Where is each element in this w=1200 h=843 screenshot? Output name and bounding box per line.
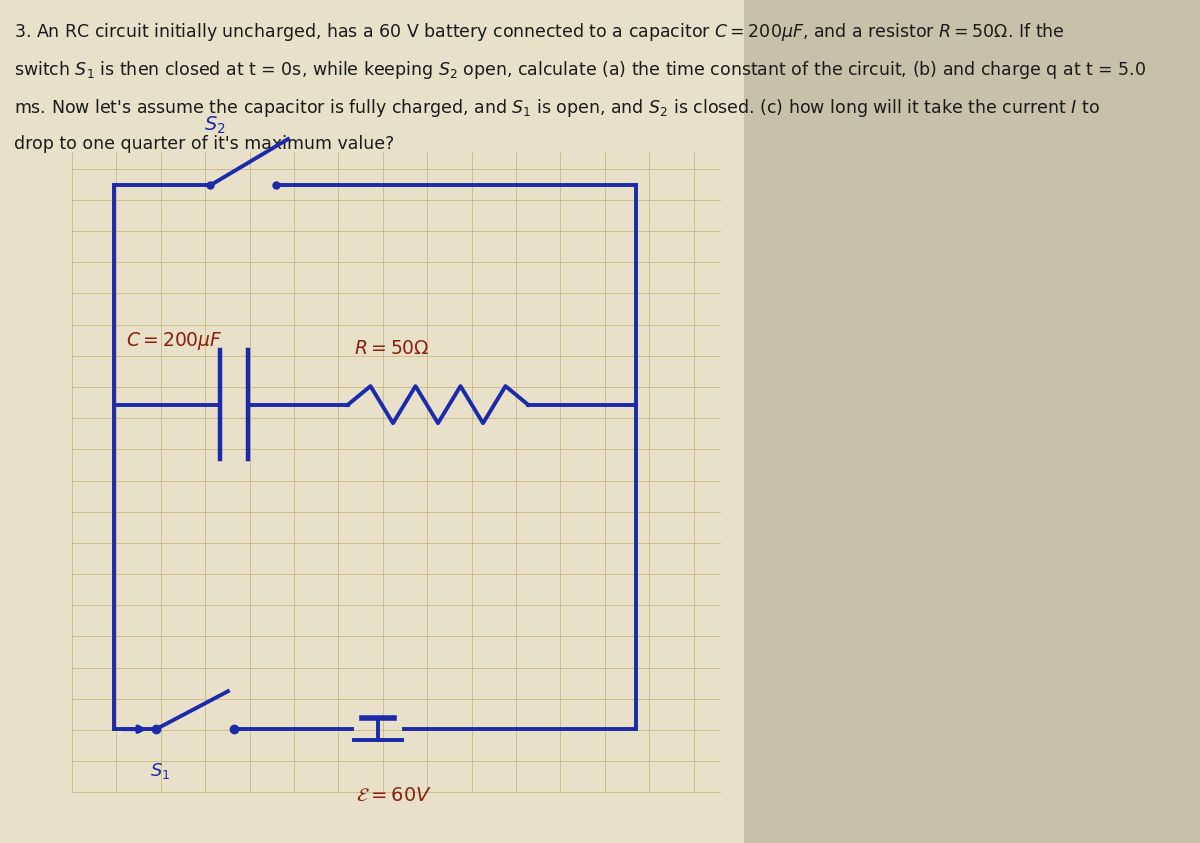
Text: $R=50\Omega$: $R=50\Omega$ xyxy=(354,339,430,358)
Text: ms. Now let's assume the capacitor is fully charged, and $S_1$ is open, and $S_2: ms. Now let's assume the capacitor is fu… xyxy=(14,97,1100,119)
Text: drop to one quarter of it's maximum value?: drop to one quarter of it's maximum valu… xyxy=(14,135,395,153)
Text: switch $S_1$ is then closed at t = 0s, while keeping $S_2$ open, calculate (a) t: switch $S_1$ is then closed at t = 0s, w… xyxy=(14,59,1147,81)
Text: $\mathcal{E}=60V$: $\mathcal{E}=60V$ xyxy=(356,786,432,805)
Text: $C=200\mu F$: $C=200\mu F$ xyxy=(126,330,223,352)
Text: 3. An RC circuit initially uncharged, has a 60 V battery connected to a capacito: 3. An RC circuit initially uncharged, ha… xyxy=(14,21,1066,43)
Text: $S_1$: $S_1$ xyxy=(150,760,170,781)
Bar xyxy=(0,0,744,843)
Text: $S_2$: $S_2$ xyxy=(204,115,226,136)
